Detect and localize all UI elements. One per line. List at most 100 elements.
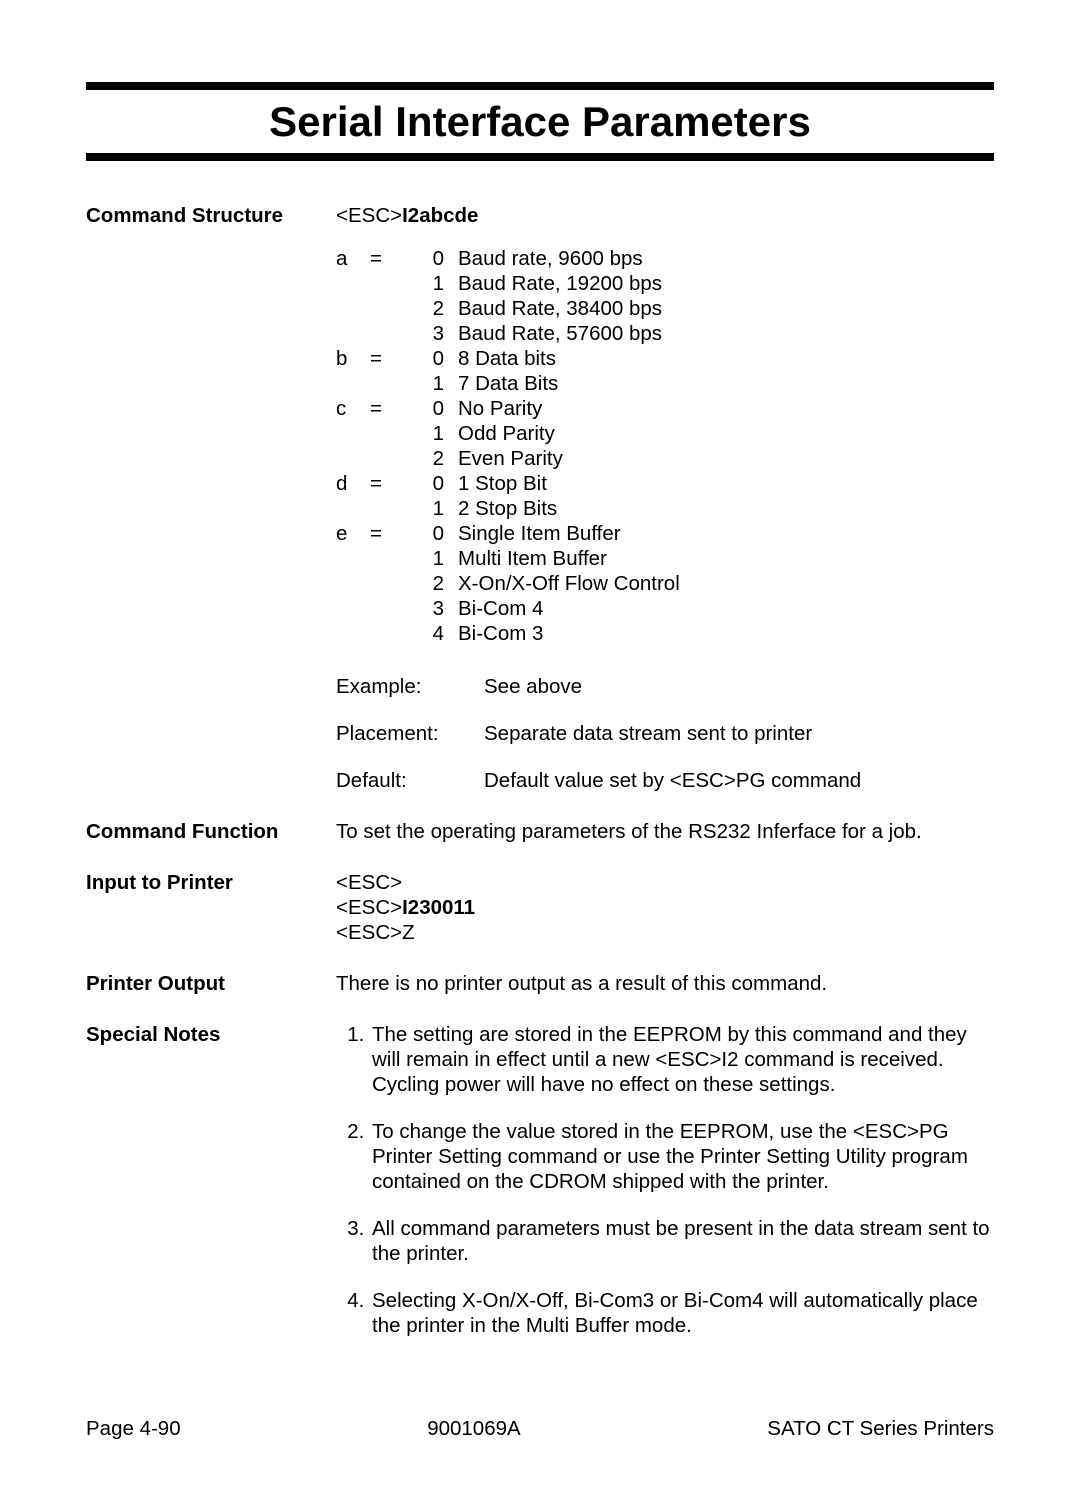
param-num: 0 (414, 521, 458, 546)
param-eq (370, 271, 414, 296)
footer: Page 4-90 9001069A SATO CT Series Printe… (86, 1416, 994, 1441)
section-input-to-printer: Input to Printer <ESC><ESC>I230011<ESC>Z (86, 870, 994, 945)
param-var (336, 571, 370, 596)
default-value: Default value set by <ESC>PG command (484, 768, 994, 793)
parameter-row: 17 Data Bits (336, 371, 686, 396)
param-eq (370, 446, 414, 471)
param-var: e (336, 521, 370, 546)
param-desc: Baud Rate, 38400 bps (458, 296, 686, 321)
input-line-bold: I230011 (402, 896, 475, 919)
placement-value: Separate data stream sent to printer (484, 721, 994, 746)
special-note-item: Selecting X-On/X-Off, Bi-Com3 or Bi-Com4… (370, 1288, 994, 1338)
param-eq: = (370, 346, 414, 371)
param-var (336, 621, 370, 646)
placement-label: Placement: (336, 721, 484, 746)
command-prefix: <ESC> (336, 204, 402, 227)
param-num: 3 (414, 596, 458, 621)
section-command-structure: Command Structure <ESC>I2abcde a=0Baud r… (86, 203, 994, 793)
special-note-item: All command parameters must be present i… (370, 1216, 994, 1266)
param-desc: No Parity (458, 396, 686, 421)
input-lines: <ESC><ESC>I230011<ESC>Z (336, 870, 994, 945)
parameter-row: 12 Stop Bits (336, 496, 686, 521)
param-var: c (336, 396, 370, 421)
param-num: 1 (414, 421, 458, 446)
param-desc: 1 Stop Bit (458, 471, 686, 496)
input-line-prefix: <ESC>Z (336, 921, 415, 944)
param-eq: = (370, 521, 414, 546)
param-num: 2 (414, 446, 458, 471)
param-desc: Multi Item Buffer (458, 546, 686, 571)
param-eq: = (370, 246, 414, 271)
param-eq (370, 321, 414, 346)
footer-center: 9001069A (427, 1416, 520, 1441)
default-label: Default: (336, 768, 484, 793)
param-desc: X-On/X-Off Flow Control (458, 571, 686, 596)
parameter-row: 1Baud Rate, 19200 bps (336, 271, 686, 296)
param-desc: Bi-Com 3 (458, 621, 686, 646)
param-eq (370, 421, 414, 446)
param-desc: 2 Stop Bits (458, 496, 686, 521)
parameter-row: 2X-On/X-Off Flow Control (336, 571, 686, 596)
parameter-row: 3Bi-Com 4 (336, 596, 686, 621)
parameter-row: c=0No Parity (336, 396, 686, 421)
input-line: <ESC>Z (336, 920, 994, 945)
special-notes-content: The setting are stored in the EEPROM by … (336, 1022, 994, 1360)
param-num: 1 (414, 371, 458, 396)
param-num: 3 (414, 321, 458, 346)
param-num: 4 (414, 621, 458, 646)
command-bold: I2abcde (402, 204, 478, 227)
placement-row: Placement: Separate data stream sent to … (336, 721, 994, 746)
parameter-row: 1Odd Parity (336, 421, 686, 446)
special-note-item: To change the value stored in the EEPROM… (370, 1119, 994, 1194)
parameter-row: 2Even Parity (336, 446, 686, 471)
param-var: d (336, 471, 370, 496)
section-command-function: Command Function To set the operating pa… (86, 819, 994, 844)
title-rule-top (86, 82, 994, 90)
param-eq (370, 371, 414, 396)
parameter-row: 4Bi-Com 3 (336, 621, 686, 646)
page-title: Serial Interface Parameters (86, 96, 994, 147)
parameter-row: a=0Baud rate, 9600 bps (336, 246, 686, 271)
input-line: <ESC>I230011 (336, 895, 994, 920)
param-desc: Baud rate, 9600 bps (458, 246, 686, 271)
param-var (336, 446, 370, 471)
printer-output-text: There is no printer output as a result o… (336, 971, 994, 996)
parameter-row: d=01 Stop Bit (336, 471, 686, 496)
param-eq (370, 621, 414, 646)
example-row: Example: See above (336, 674, 994, 699)
param-desc: 8 Data bits (458, 346, 686, 371)
title-rule-bottom (86, 153, 994, 161)
example-label: Example: (336, 674, 484, 699)
label-command-function: Command Function (86, 819, 336, 844)
param-num: 1 (414, 271, 458, 296)
param-eq: = (370, 471, 414, 496)
param-desc: Single Item Buffer (458, 521, 686, 546)
param-desc: 7 Data Bits (458, 371, 686, 396)
param-num: 2 (414, 571, 458, 596)
default-row: Default: Default value set by <ESC>PG co… (336, 768, 994, 793)
footer-left: Page 4-90 (86, 1416, 181, 1441)
param-var (336, 271, 370, 296)
param-var (336, 596, 370, 621)
content-command-structure: <ESC>I2abcde a=0Baud rate, 9600 bps1Baud… (336, 203, 994, 793)
param-num: 1 (414, 546, 458, 571)
label-special-notes: Special Notes (86, 1022, 336, 1360)
input-line-prefix: <ESC> (336, 871, 402, 894)
footer-right: SATO CT Series Printers (767, 1416, 994, 1441)
param-eq (370, 496, 414, 521)
param-var (336, 321, 370, 346)
command-function-text: To set the operating parameters of the R… (336, 819, 994, 844)
label-command-structure: Command Structure (86, 203, 336, 793)
param-desc: Odd Parity (458, 421, 686, 446)
parameter-table: a=0Baud rate, 9600 bps1Baud Rate, 19200 … (336, 246, 686, 646)
param-num: 0 (414, 246, 458, 271)
label-input-to-printer: Input to Printer (86, 870, 336, 945)
param-var (336, 296, 370, 321)
param-num: 0 (414, 396, 458, 421)
command-line: <ESC>I2abcde (336, 203, 994, 228)
param-var (336, 371, 370, 396)
param-desc: Baud Rate, 19200 bps (458, 271, 686, 296)
example-value: See above (484, 674, 994, 699)
param-num: 1 (414, 496, 458, 521)
param-var (336, 496, 370, 521)
